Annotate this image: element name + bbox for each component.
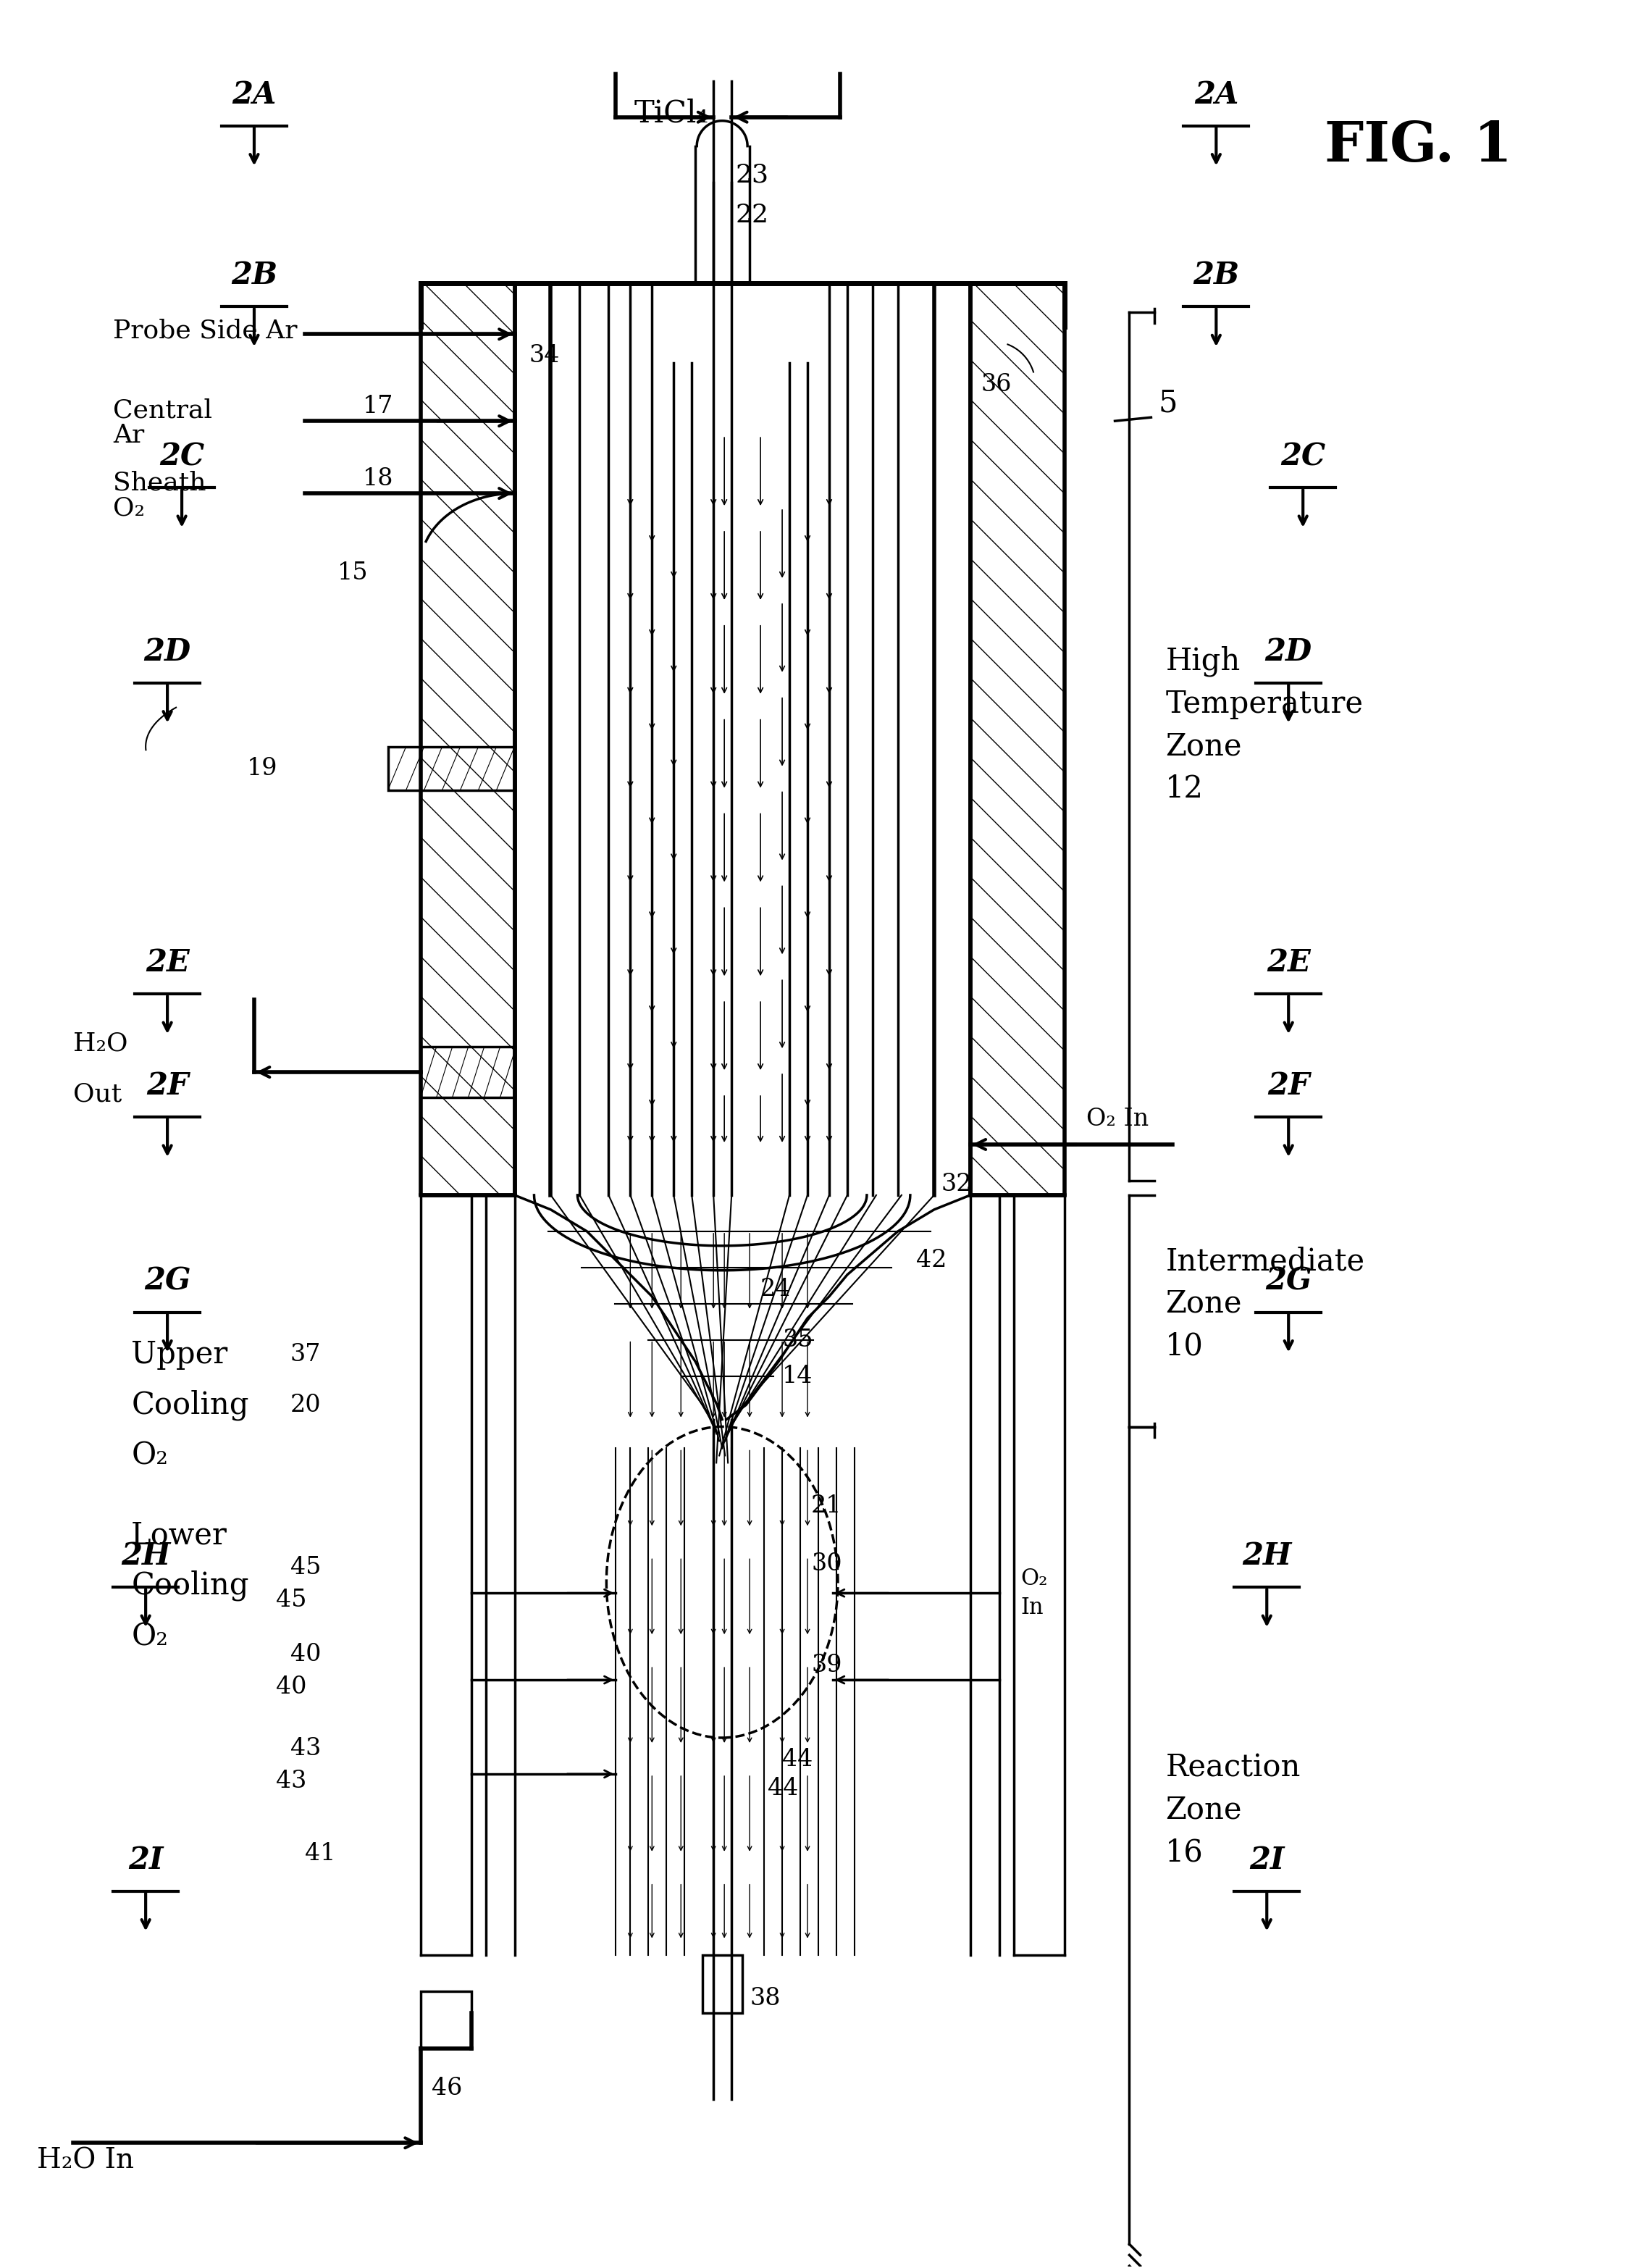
Text: O₂: O₂: [132, 1622, 168, 1651]
Text: 40: 40: [275, 1676, 307, 1699]
Text: 14: 14: [782, 1365, 813, 1388]
Text: 15: 15: [338, 562, 368, 585]
Text: Lower: Lower: [132, 1520, 228, 1551]
Text: 30: 30: [811, 1554, 843, 1576]
Text: 32: 32: [942, 1173, 973, 1195]
Text: Sheath: Sheath: [114, 469, 206, 494]
Text: 36: 36: [981, 374, 1012, 397]
Text: 2I: 2I: [1250, 1844, 1285, 1876]
Text: FIG. 1: FIG. 1: [1324, 120, 1512, 172]
Text: H₂O In: H₂O In: [38, 2148, 134, 2175]
Text: 2E: 2E: [145, 948, 190, 978]
Text: Central: Central: [114, 397, 213, 422]
Text: 42: 42: [915, 1250, 947, 1272]
Text: 35: 35: [782, 1329, 813, 1352]
Text: O₂: O₂: [114, 494, 145, 519]
Text: 45: 45: [275, 1588, 307, 1613]
Text: 2A: 2A: [233, 79, 277, 109]
Bar: [420, 1048, 514, 1098]
Text: 43: 43: [275, 1769, 307, 1792]
Text: Cooling: Cooling: [132, 1390, 249, 1420]
Bar: [702, 1955, 742, 2012]
Text: 19: 19: [247, 758, 277, 780]
Text: 18: 18: [363, 467, 394, 490]
Text: Upper: Upper: [132, 1338, 228, 1370]
Text: 2H: 2H: [1242, 1540, 1291, 1572]
Text: 2A: 2A: [1194, 79, 1238, 109]
Text: O₂ In: O₂ In: [1087, 1107, 1148, 1132]
Text: In: In: [1021, 1597, 1044, 1619]
Text: High
Temperature
Zone
12: High Temperature Zone 12: [1166, 646, 1364, 803]
Text: 20: 20: [290, 1393, 322, 1418]
Text: 2F: 2F: [147, 1070, 188, 1100]
Text: 2G: 2G: [143, 1266, 191, 1297]
Text: 22: 22: [735, 202, 768, 227]
Text: 24: 24: [760, 1277, 792, 1302]
Text: 2C: 2C: [1281, 442, 1326, 472]
Text: O₂: O₂: [1021, 1567, 1049, 1590]
Text: O₂: O₂: [132, 1440, 168, 1472]
Text: 2E: 2E: [1266, 948, 1311, 978]
Text: 40: 40: [290, 1642, 322, 1667]
Text: 2H: 2H: [120, 1540, 170, 1572]
Text: 44: 44: [768, 1776, 798, 1801]
Text: Intermediate
Zone
10: Intermediate Zone 10: [1166, 1245, 1365, 1361]
Text: 2F: 2F: [1268, 1070, 1309, 1100]
Text: 2B: 2B: [231, 261, 277, 290]
Text: 17: 17: [363, 395, 394, 417]
Bar: [420, 1991, 472, 2048]
Text: 2D: 2D: [1265, 637, 1313, 667]
Text: Cooling: Cooling: [132, 1569, 249, 1601]
Text: 34: 34: [529, 345, 559, 367]
Text: 39: 39: [811, 1653, 843, 1676]
Text: 2G: 2G: [1265, 1266, 1313, 1297]
Text: 2I: 2I: [129, 1844, 163, 1876]
Text: 41: 41: [305, 1842, 335, 1864]
Text: 43: 43: [290, 1737, 322, 1760]
Text: 21: 21: [811, 1495, 843, 1517]
Text: Ar: Ar: [114, 424, 145, 447]
Text: 46: 46: [432, 2077, 462, 2100]
Text: Out: Out: [73, 1082, 122, 1107]
Text: 23: 23: [735, 163, 768, 188]
Text: Probe Side Ar: Probe Side Ar: [114, 318, 297, 342]
Text: 45: 45: [290, 1556, 322, 1579]
Text: 2C: 2C: [160, 442, 204, 472]
Text: H₂O: H₂O: [73, 1032, 129, 1055]
Text: 37: 37: [290, 1343, 322, 1365]
Text: TiCl₄: TiCl₄: [633, 98, 709, 129]
Bar: [388, 746, 514, 789]
Text: 2D: 2D: [143, 637, 191, 667]
Text: 2B: 2B: [1192, 261, 1240, 290]
Text: Reaction
Zone
16: Reaction Zone 16: [1166, 1753, 1301, 1867]
Text: 38: 38: [750, 1987, 780, 2009]
Text: 44: 44: [782, 1749, 813, 1771]
Text: 5: 5: [1158, 388, 1177, 417]
